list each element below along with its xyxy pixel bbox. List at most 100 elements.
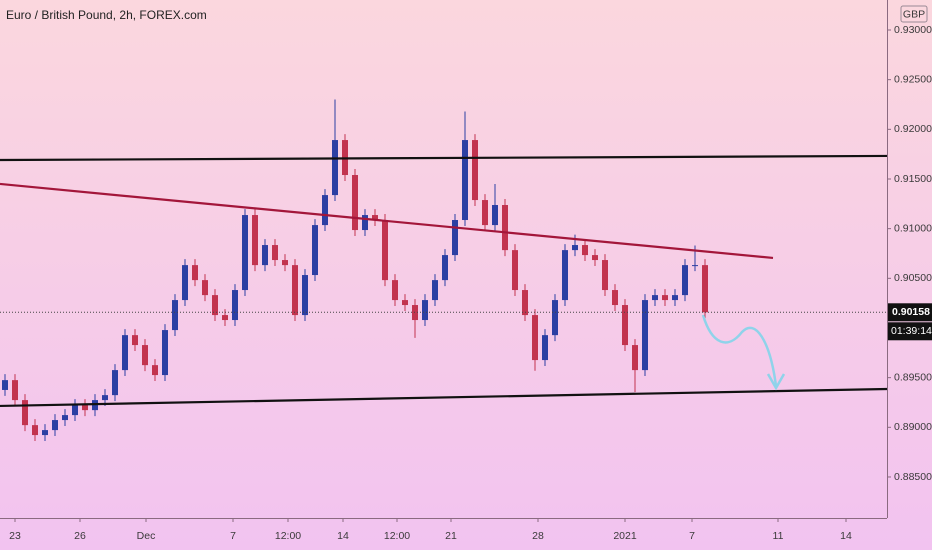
candle-body xyxy=(522,290,528,316)
candle-body xyxy=(652,295,658,301)
x-tick-label: 14 xyxy=(337,530,349,542)
y-tick-label: 0.91000 xyxy=(894,222,932,234)
candle-body xyxy=(582,245,588,256)
y-tick-label: 0.88500 xyxy=(894,471,932,483)
x-tick-label: 23 xyxy=(9,530,21,542)
projection-arrow xyxy=(701,314,778,387)
candle-body xyxy=(432,280,438,301)
candle-body xyxy=(52,420,58,431)
x-tick-label: 26 xyxy=(74,530,86,542)
candle-body xyxy=(612,290,618,306)
countdown-label: 01:39:14 xyxy=(891,325,932,337)
candle-body xyxy=(122,335,128,371)
y-tick-label: 0.93000 xyxy=(894,24,932,36)
candle-body xyxy=(442,255,448,281)
candle-body xyxy=(142,345,148,366)
candle-body xyxy=(312,225,318,276)
x-tick-label: 2021 xyxy=(613,530,637,542)
candle-body xyxy=(62,415,68,421)
candle-body xyxy=(362,215,368,231)
projection-arrow-head xyxy=(766,373,786,391)
candle-body xyxy=(672,295,678,301)
candle-body xyxy=(682,265,688,296)
candle-body xyxy=(532,315,538,361)
candle-body xyxy=(512,250,518,291)
candle-body xyxy=(452,220,458,256)
candle-body xyxy=(172,300,178,331)
y-tick-label: 0.89000 xyxy=(894,421,932,433)
y-tick-label: 0.89500 xyxy=(894,371,932,383)
candle-body xyxy=(692,265,698,267)
candle-body xyxy=(662,295,668,301)
candle-body xyxy=(2,380,8,390)
candle-body xyxy=(702,265,708,313)
x-tick-label: 12:00 xyxy=(275,530,301,542)
currency-label: GBP xyxy=(903,8,925,20)
candle-body xyxy=(552,300,558,336)
candle-body xyxy=(262,245,268,266)
candle-body xyxy=(72,405,78,416)
candle-body xyxy=(622,305,628,346)
candle-body xyxy=(222,315,228,321)
candle-body xyxy=(152,365,158,376)
x-tick-label: 7 xyxy=(689,530,695,542)
candle-body xyxy=(272,245,278,261)
candle-body xyxy=(252,215,258,266)
candle-body xyxy=(542,335,548,361)
candle-body xyxy=(412,305,418,321)
candle-body xyxy=(462,140,468,221)
x-tick-label: 14 xyxy=(840,530,852,542)
candle-body xyxy=(472,140,478,201)
candle-body xyxy=(482,200,488,226)
currency-box xyxy=(900,5,928,23)
candle-body xyxy=(242,215,248,291)
x-tick-label: 28 xyxy=(532,530,544,542)
candle-body xyxy=(192,265,198,281)
candle-body xyxy=(162,330,168,376)
candle-body xyxy=(322,195,328,226)
x-tick-label: 7 xyxy=(230,530,236,542)
candle-body xyxy=(102,395,108,401)
y-tick-label: 0.92500 xyxy=(894,73,932,85)
candle-body xyxy=(352,175,358,231)
candle-body xyxy=(492,205,498,226)
candle-body xyxy=(382,220,388,281)
trendline xyxy=(0,387,888,408)
y-tick-label: 0.92000 xyxy=(894,123,932,135)
candle-body xyxy=(292,265,298,316)
x-tick-label: Dec xyxy=(137,530,156,542)
candle-body xyxy=(332,140,338,196)
candle-body xyxy=(112,370,118,396)
trendline xyxy=(0,154,888,162)
candle-body xyxy=(22,400,28,426)
candle-body xyxy=(32,425,38,436)
candle-body xyxy=(642,300,648,371)
x-tick-label: 21 xyxy=(445,530,457,542)
x-tick-label: 11 xyxy=(773,530,784,542)
candle-body xyxy=(372,215,378,221)
candle-body xyxy=(562,250,568,301)
y-tick-label: 0.90500 xyxy=(894,272,932,284)
candle-body xyxy=(132,335,138,346)
plot-area xyxy=(0,99,888,442)
last-price-label: 0.90158 xyxy=(892,306,930,318)
trendline xyxy=(0,182,774,260)
candle-body xyxy=(302,275,308,316)
candle-body xyxy=(12,380,18,401)
candle-body xyxy=(232,290,238,321)
candle-body xyxy=(592,255,598,261)
candle-body xyxy=(182,265,188,301)
candle-body xyxy=(202,280,208,296)
countdown-box xyxy=(888,322,932,341)
last-price-box xyxy=(888,303,932,322)
candle-body xyxy=(422,300,428,321)
candle-body xyxy=(402,300,408,306)
candle-body xyxy=(502,205,508,251)
candle-body xyxy=(632,345,638,371)
candle-body xyxy=(82,405,88,411)
candle-body xyxy=(602,260,608,291)
candle-body xyxy=(392,280,398,301)
candle-body xyxy=(282,260,288,266)
